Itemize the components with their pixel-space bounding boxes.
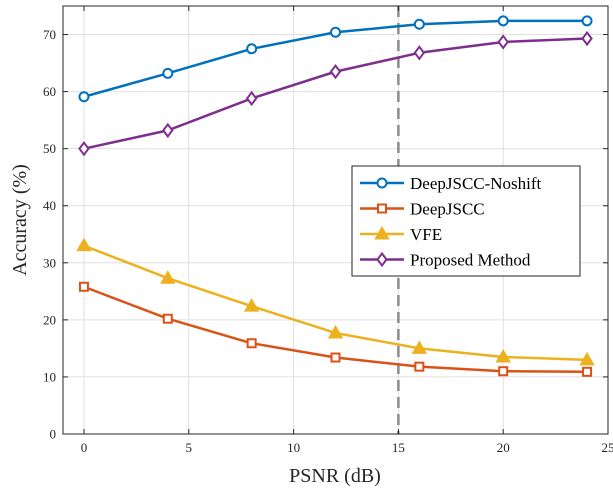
data-point: [246, 338, 257, 349]
data-point: [78, 141, 90, 157]
data-point: [581, 15, 593, 27]
x-tick-label: 15: [392, 440, 405, 455]
x-tick-label: 5: [186, 440, 193, 455]
y-tick-label: 40: [43, 198, 56, 213]
data-point: [497, 34, 509, 50]
legend-marker: [374, 225, 390, 240]
data-point: [162, 313, 173, 324]
legend-label: DeepJSCC: [410, 200, 485, 219]
plot-frame: [62, 5, 609, 435]
data-point: [497, 15, 509, 27]
series-2: [76, 237, 595, 366]
x-tick-label: 20: [497, 440, 510, 455]
y-tick-label: 60: [43, 84, 56, 99]
data-point: [245, 90, 258, 107]
legend-marker: [376, 251, 388, 268]
legend-marker: [376, 177, 388, 189]
data-point: [498, 366, 509, 377]
data-point: [413, 18, 425, 30]
data-point: [495, 348, 511, 363]
legend-box: [351, 165, 581, 277]
x-axis-title: PSNR (dB): [289, 465, 381, 487]
data-point: [78, 91, 90, 103]
data-point: [330, 352, 341, 363]
y-tick-label: 70: [43, 27, 56, 42]
series-1: [78, 281, 593, 377]
data-point: [411, 340, 428, 354]
data-point: [413, 45, 426, 61]
legend-item: DeepJSCC: [360, 200, 485, 219]
y-tick-label: 50: [43, 141, 56, 156]
legend-label: DeepJSCC-Noshift: [410, 174, 542, 193]
legend-item: DeepJSCC-Noshift: [360, 174, 542, 193]
legend-label: Proposed Method: [410, 251, 531, 270]
data-point: [162, 122, 174, 139]
x-tick-label: 0: [81, 440, 88, 455]
data-point: [582, 366, 593, 377]
data-point: [160, 270, 176, 284]
x-tick-label: 10: [287, 440, 300, 455]
data-point: [243, 298, 260, 312]
data-point: [76, 237, 92, 252]
y-tick-label: 10: [43, 369, 56, 384]
y-tick-label: 20: [43, 312, 56, 327]
y-axis-title: Accuracy (%): [9, 164, 31, 276]
y-tick-label: 30: [43, 255, 56, 270]
legend-label: VFE: [410, 225, 442, 244]
axis-ticks: 0 5 10 15 20 25 0 10 20 30 40 50 60 70: [43, 6, 613, 455]
data-point: [330, 26, 341, 38]
data-point: [581, 30, 593, 47]
series-3: [78, 30, 593, 157]
legend: DeepJSCC-Noshift DeepJSCC VFE Proposed Meth…: [351, 165, 581, 277]
data-point: [246, 43, 258, 55]
x-tick-label: 25: [602, 440, 613, 455]
series-0: [78, 15, 593, 103]
data-point: [78, 281, 89, 292]
data-point: [162, 67, 174, 79]
data-point: [579, 351, 595, 366]
legend-item: Proposed Method: [360, 251, 531, 270]
legend-marker: [377, 203, 387, 214]
series-group: [76, 15, 595, 377]
data-point: [327, 324, 344, 339]
data-point: [414, 361, 425, 372]
legend-item: VFE: [360, 225, 442, 244]
data-point: [329, 63, 342, 80]
y-tick-label: 0: [50, 427, 57, 442]
